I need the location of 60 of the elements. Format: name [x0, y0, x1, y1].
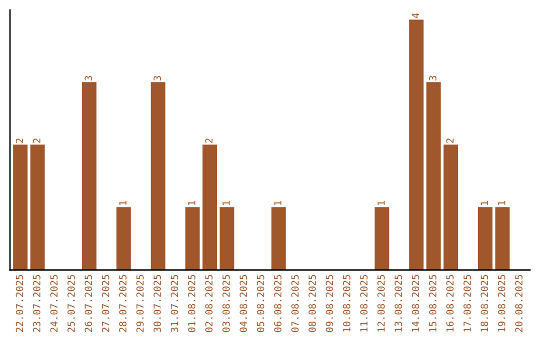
data-label: 1	[480, 200, 488, 205]
x-tick-label: 16.08.2025	[446, 274, 454, 332]
data-label: 1	[498, 200, 506, 205]
x-tick-label: 31.07.2025	[170, 274, 178, 332]
x-tick-label: 04.08.2025	[240, 274, 248, 332]
bar	[13, 144, 28, 270]
data-label: 1	[188, 200, 196, 205]
data-label: 2	[205, 138, 212, 143]
x-tick-label: 07.08.2025	[291, 274, 299, 332]
data-label: 2	[16, 138, 24, 143]
bar	[478, 207, 492, 270]
x-tick-label: 13.08.2025	[394, 274, 402, 332]
x-tick-label: 27.07.2025	[102, 274, 110, 332]
bar	[444, 144, 458, 270]
bar	[495, 207, 510, 270]
x-tick-label: 01.08.2025	[188, 274, 196, 332]
x-tick-label: 25.07.2025	[67, 274, 75, 332]
data-label: 1	[378, 200, 385, 205]
bar	[220, 207, 234, 270]
x-tick-label: 30.07.2025	[154, 274, 161, 332]
data-label: 2	[33, 138, 40, 143]
bar	[374, 207, 390, 270]
x-tick-label: 28.07.2025	[119, 274, 126, 332]
x-tick-label: 18.08.2025	[480, 274, 488, 332]
x-tick-label: 09.08.2025	[326, 274, 334, 332]
bar	[150, 82, 166, 270]
x-tick-label: 23.07.2025	[33, 274, 40, 332]
bar	[202, 144, 217, 270]
x-tick-label: 24.07.2025	[50, 274, 58, 332]
x-tick-label: 12.08.2025	[377, 274, 385, 332]
bar	[185, 207, 200, 270]
x-tick-label: 26.07.2025	[84, 274, 92, 332]
x-tick-label: 02.08.2025	[205, 274, 213, 332]
data-label: 1	[222, 200, 230, 205]
bar	[426, 82, 441, 270]
data-label: 1	[274, 200, 282, 205]
bar	[271, 207, 286, 270]
x-tick-label: 19.08.2025	[498, 274, 506, 332]
x-tick-label: 08.08.2025	[308, 274, 316, 332]
x-tick-label: 20.08.2025	[515, 274, 523, 332]
x-tick-label: 05.08.2025	[256, 274, 264, 332]
data-label: 1	[119, 200, 126, 205]
x-tick-label: 03.08.2025	[222, 274, 230, 332]
data-label: 3	[84, 76, 92, 80]
bar	[116, 207, 131, 270]
x-tick-label: 11.08.2025	[360, 274, 368, 332]
data-label: 4	[412, 13, 420, 18]
x-tick-label: 22.07.2025	[16, 274, 24, 332]
x-tick-label: 10.08.2025	[342, 274, 350, 332]
x-tick-label: 29.07.2025	[136, 274, 144, 332]
x-tick-label: 17.08.2025	[464, 274, 471, 332]
bar	[409, 20, 424, 270]
data-label: 2	[446, 138, 454, 143]
x-tick-label: 15.08.2025	[429, 274, 436, 332]
data-label: 3	[154, 76, 161, 80]
data-label: 3	[429, 76, 436, 80]
x-tick-label: 14.08.2025	[412, 274, 420, 332]
bar	[82, 82, 96, 270]
bar	[30, 144, 45, 270]
x-tick-label: 06.08.2025	[274, 274, 282, 332]
